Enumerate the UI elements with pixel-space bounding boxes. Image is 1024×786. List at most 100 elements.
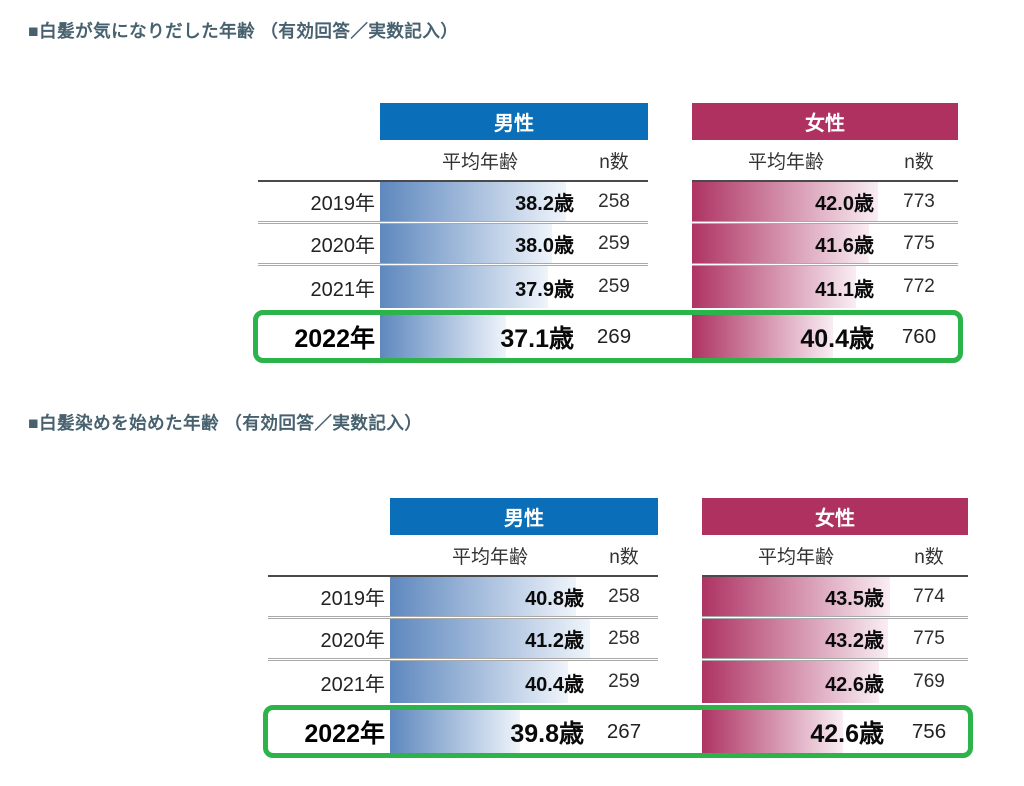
male-avg-age-value: 39.8歳: [510, 719, 584, 748]
table-row: 2020年 38.0歳 259 41.6歳 775: [258, 224, 958, 266]
female-avg-age-cell: 42.6歳: [702, 661, 890, 703]
female-n-value: 775: [890, 619, 968, 661]
female-age-data-bar: [692, 224, 869, 263]
male-n-value: 258: [590, 577, 658, 619]
table-row: 2019年 40.8歳 258 43.5歳 774: [268, 577, 968, 619]
male-n-value: 269: [596, 324, 632, 348]
male-avg-age-col-header: 平均年齢: [441, 151, 518, 173]
female-age-data-bar: [702, 577, 890, 616]
column-header-row: 平均年齢 n数 平均年齢 n数: [268, 535, 968, 575]
table-row-highlighted: 2022年 37.1歳 269 40.4歳 760: [258, 315, 958, 358]
highlight-box-2022: 2022年 39.8歳 267 42.6歳 756: [263, 705, 973, 758]
female-n-value: 769: [913, 671, 945, 692]
table-row-highlighted: 2022年 39.8歳 267 42.6歳 756: [268, 710, 968, 753]
column-gap: [648, 103, 692, 140]
male-avg-age-cell: 40.4歳: [390, 661, 590, 703]
column-gap: [658, 498, 702, 535]
male-avg-age-cell: 40.8歳: [390, 577, 590, 619]
female-avg-age-cell: 42.0歳: [692, 182, 880, 224]
female-avg-age-col-header: 平均年齢: [747, 151, 824, 173]
male-n-value: 267: [606, 719, 642, 743]
gender-header-row: 男性 女性: [268, 498, 968, 535]
female-avg-age-cell: 41.6歳: [692, 224, 880, 266]
male-avg-age-value: 41.2歳: [525, 630, 584, 652]
female-n-value: 772: [903, 276, 935, 297]
table-row: 2019年 38.2歳 258 42.0歳 773: [258, 182, 958, 224]
male-avg-age-cell: 38.2歳: [380, 182, 580, 224]
year-label: 2021年: [320, 673, 386, 696]
year-label: 2019年: [268, 577, 390, 619]
table-hair-dye-started-age: 男性 女性 平均年齢 n数 平均年齢 n数 2019年 40.8歳 258 43…: [263, 498, 973, 758]
male-block-rule: [268, 575, 658, 577]
female-age-data-bar: [702, 619, 889, 658]
female-age-data-bar: [702, 661, 879, 703]
male-n-value: 259: [580, 224, 648, 266]
female-avg-age-value: 42.0歳: [815, 193, 874, 215]
female-age-data-bar: [692, 182, 879, 221]
year-label: 2022年: [304, 719, 385, 748]
male-n-value: 259: [608, 671, 640, 692]
female-avg-age-value: 40.4歳: [800, 324, 874, 353]
female-avg-age-value: 43.5歳: [825, 588, 884, 610]
male-avg-age-value: 37.9歳: [515, 278, 574, 301]
male-avg-age-cell: 37.1歳: [380, 315, 580, 358]
male-age-data-bar: [390, 577, 576, 616]
year-label: 2022年: [294, 324, 375, 353]
female-avg-age-cell: 41.1歳: [692, 266, 880, 308]
female-avg-age-cell: 43.2歳: [702, 619, 890, 661]
female-avg-age-value: 41.1歳: [815, 278, 874, 301]
male-age-data-bar: [380, 224, 552, 263]
gender-header-row: 男性 女性: [258, 103, 958, 140]
year-label: 2019年: [258, 182, 380, 224]
male-age-data-bar: [380, 266, 548, 308]
female-avg-age-value: 43.2歳: [825, 630, 884, 652]
female-avg-age-value: 42.6歳: [810, 719, 884, 748]
male-age-data-bar: [380, 315, 506, 358]
male-avg-age-cell: 41.2歳: [390, 619, 590, 661]
male-n-value: 258: [580, 182, 648, 224]
year-label: 2021年: [310, 278, 376, 301]
female-avg-age-cell: 42.6歳: [702, 710, 890, 753]
female-avg-age-cell: 40.4歳: [692, 315, 880, 358]
male-avg-age-cell: 37.9歳: [380, 266, 580, 308]
year-label: 2020年: [268, 619, 390, 661]
male-group-header: 男性: [390, 498, 658, 535]
table-gray-hair-noticed-age: 男性 女性 平均年齢 n数 平均年齢 n数 2019年 38.2歳 258 42…: [253, 103, 963, 363]
year-label: 2020年: [258, 224, 380, 266]
female-n-value: 773: [880, 182, 958, 224]
female-n-value: 774: [890, 577, 968, 619]
female-n-value: 775: [880, 224, 958, 266]
male-avg-age-col-header: 平均年齢: [451, 546, 528, 568]
female-avg-age-value: 41.6歳: [815, 235, 874, 257]
female-n-value: 760: [901, 324, 937, 348]
male-avg-age-value: 38.0歳: [515, 235, 574, 257]
section-heading-hair-dye-started: ■白髪染めを始めた年齢 （有効回答／実数記入）: [28, 413, 423, 433]
male-group-header: 男性: [380, 103, 648, 140]
male-age-data-bar: [390, 619, 590, 658]
male-avg-age-value: 37.1歳: [500, 324, 574, 353]
female-age-data-bar: [692, 266, 856, 308]
female-n-value: 756: [911, 719, 947, 743]
female-group-header: 女性: [702, 498, 968, 535]
male-n-value: 259: [598, 276, 630, 297]
female-block-rule: [692, 180, 958, 182]
female-avg-age-cell: 43.5歳: [702, 577, 890, 619]
female-age-data-bar: [702, 710, 843, 753]
male-avg-age-cell: 39.8歳: [390, 710, 590, 753]
male-age-data-bar: [390, 710, 520, 753]
male-avg-age-value: 38.2歳: [515, 193, 574, 215]
table-row: 2020年 41.2歳 258 43.2歳 775: [268, 619, 968, 661]
female-age-data-bar: [692, 315, 833, 358]
header-divider: [268, 575, 968, 577]
corner-spacer: [258, 103, 380, 140]
highlight-box-2022: 2022年 37.1歳 269 40.4歳 760: [253, 310, 963, 363]
male-avg-age-cell: 38.0歳: [380, 224, 580, 266]
male-n-value: 258: [590, 619, 658, 661]
section-heading-gray-hair-noticed: ■白髪が気になりだした年齢 （有効回答／実数記入）: [28, 21, 459, 41]
female-n-col-header: n数: [914, 546, 944, 568]
male-avg-age-value: 40.4歳: [525, 673, 584, 696]
column-header-row: 平均年齢 n数 平均年齢 n数: [258, 140, 958, 180]
female-avg-age-col-header: 平均年齢: [757, 546, 834, 568]
male-avg-age-value: 40.8歳: [525, 588, 584, 610]
